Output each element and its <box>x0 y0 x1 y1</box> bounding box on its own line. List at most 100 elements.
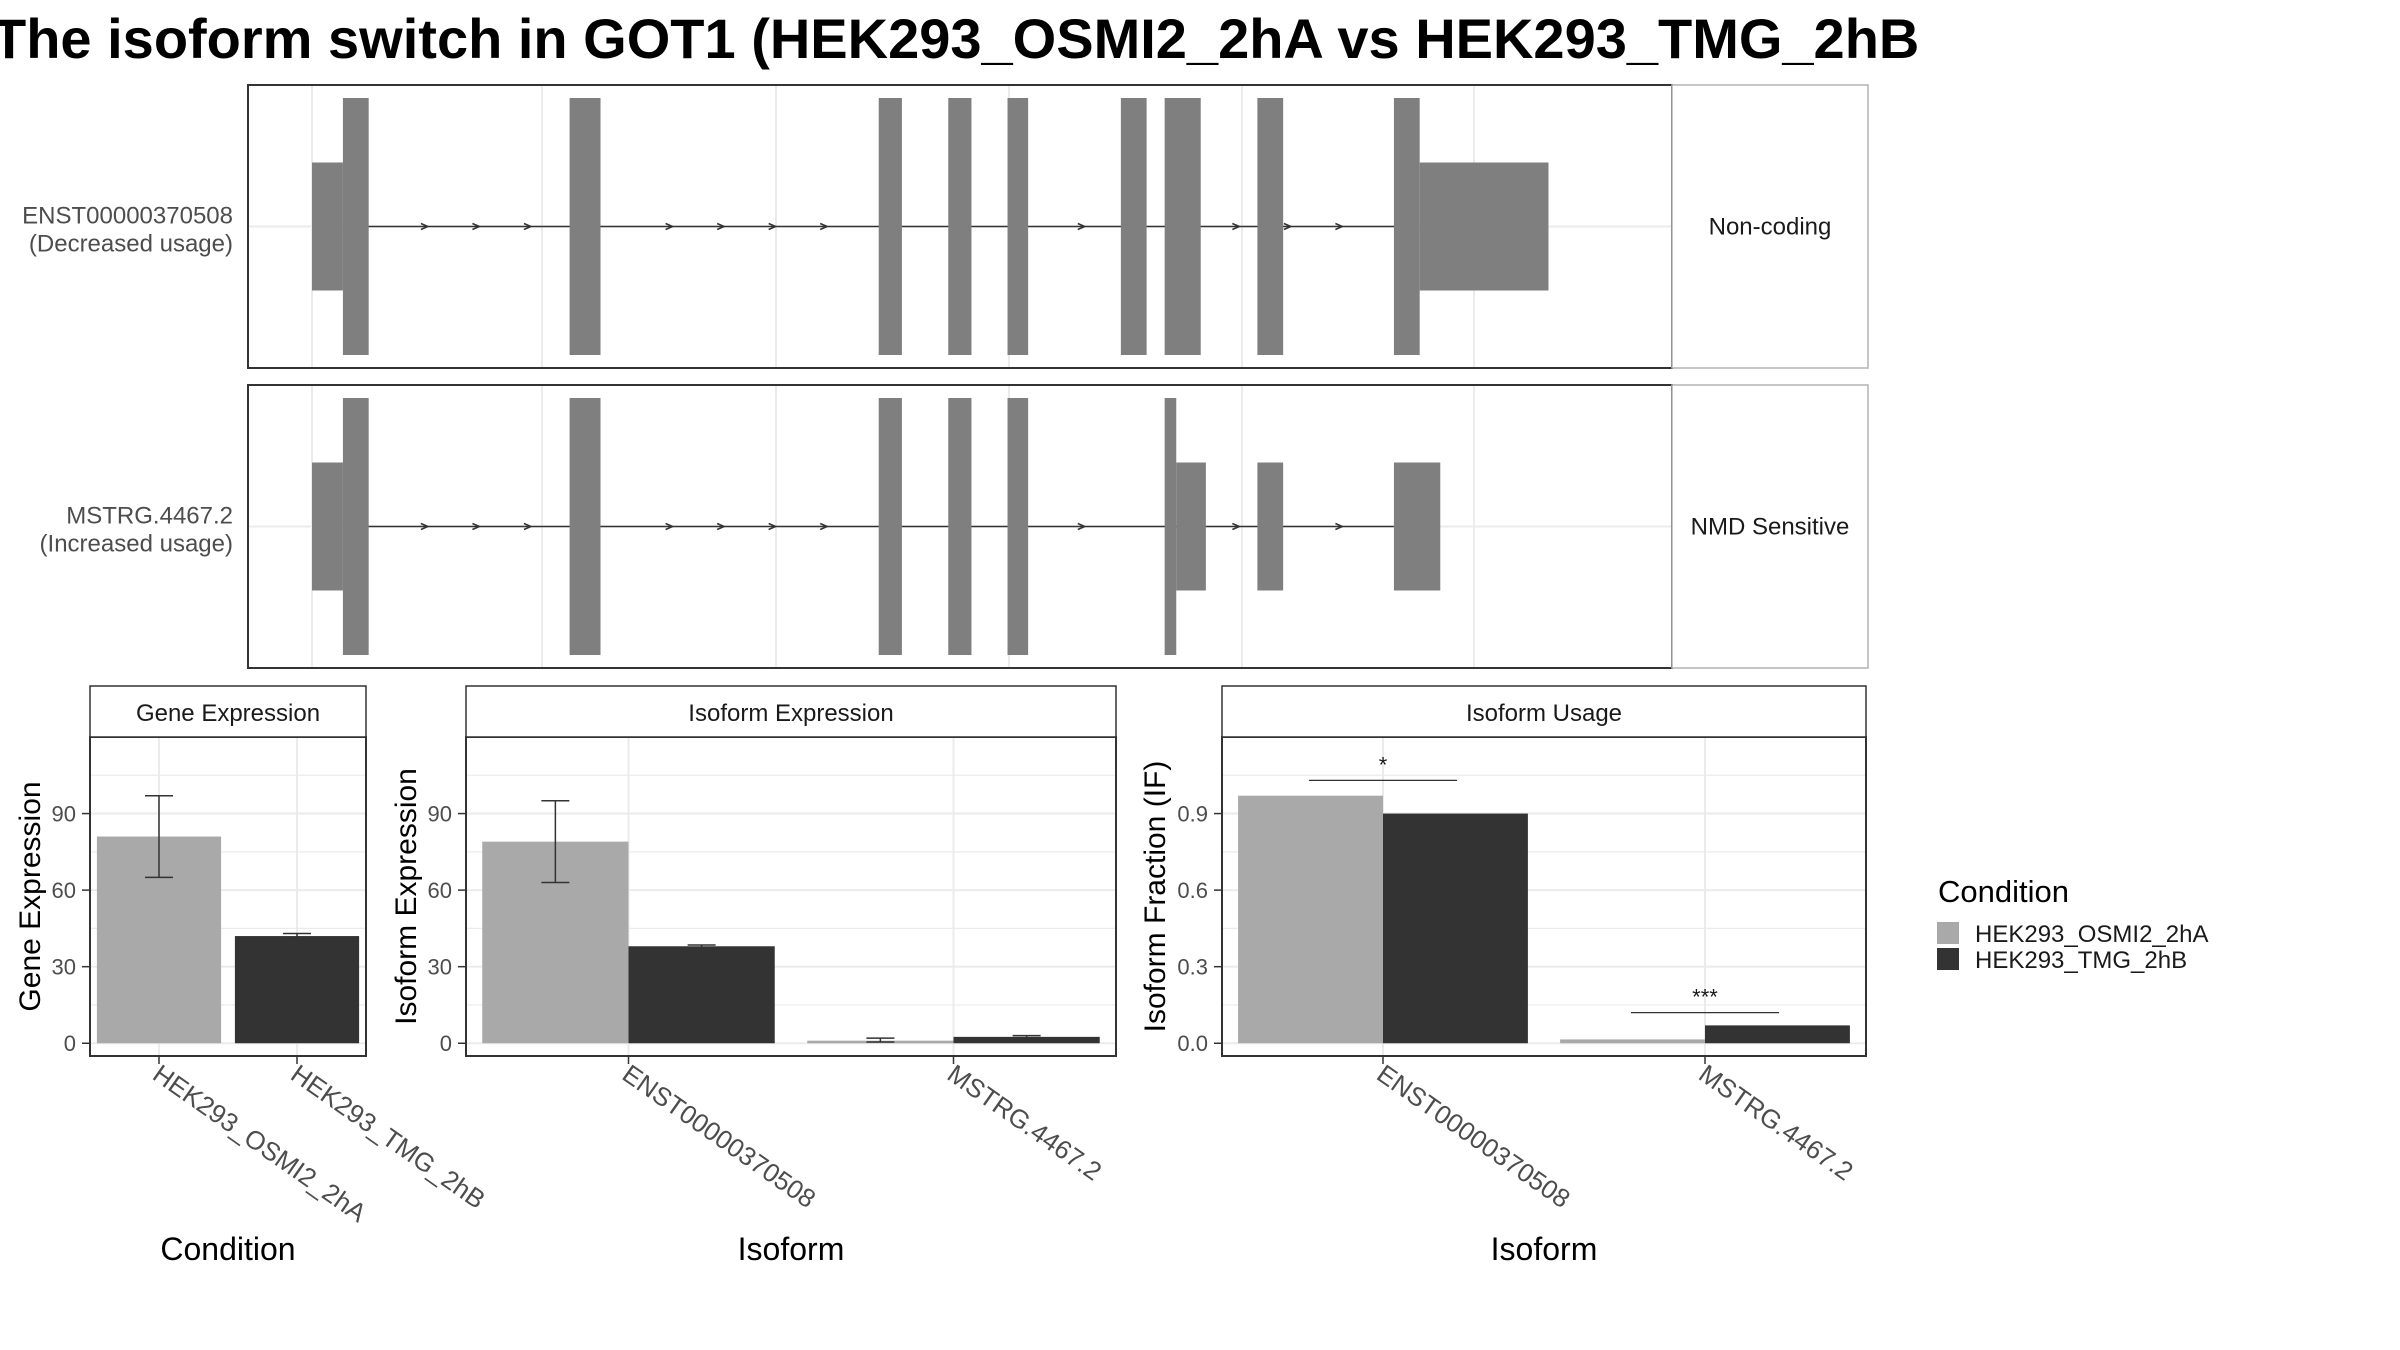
intron-direction-arrow <box>716 522 727 531</box>
intron-direction-arrow <box>716 222 727 231</box>
x-tick-label: ENST00000370508 <box>617 1058 821 1214</box>
y-tick-label: 30 <box>52 955 76 980</box>
category-strip <box>1671 84 1869 369</box>
exon-block <box>569 98 601 355</box>
transcript-id-label: MSTRG.4467.2 <box>66 503 233 530</box>
noncoding-exon-block <box>1176 462 1206 591</box>
panel-strip <box>89 685 367 738</box>
exon-block <box>1007 398 1029 655</box>
intron-direction-arrow <box>472 522 482 531</box>
panel-strip <box>1221 685 1867 738</box>
exon-block <box>948 398 972 655</box>
y-tick-label: 0.3 <box>1177 955 1208 980</box>
intron-direction-arrow <box>768 222 778 231</box>
bar <box>1383 813 1528 1044</box>
exon-block <box>878 98 902 355</box>
transcript-usage-label: (Decreased usage) <box>29 231 233 258</box>
y-tick-label: 60 <box>52 878 76 903</box>
y-tick-label: 0 <box>64 1031 76 1056</box>
exon-block <box>1257 98 1284 355</box>
bar <box>1705 1025 1850 1044</box>
y-tick-label: 0.6 <box>1177 878 1208 903</box>
intron-direction-arrow <box>665 522 675 531</box>
panel-title: Gene Expression <box>136 700 320 727</box>
figure-title: The isoform switch in GOT1 (HEK293_OSMI2… <box>0 7 1919 70</box>
noncoding-exon-block <box>1393 462 1441 591</box>
exon-block <box>948 98 972 355</box>
intron-direction-arrow <box>523 522 533 531</box>
x-axis-title: Isoform <box>738 1231 845 1267</box>
exon-block <box>878 398 902 655</box>
category-strip <box>1671 384 1869 669</box>
y-axis-title: Gene Expression <box>14 781 47 1011</box>
exon-block <box>342 98 369 355</box>
y-tick-label: 90 <box>52 802 76 827</box>
exon-block <box>1007 98 1029 355</box>
legend-swatch <box>1937 922 1959 944</box>
transcript-id-label: ENST00000370508 <box>22 203 233 230</box>
bar <box>1238 795 1383 1044</box>
intron-direction-arrow <box>1283 222 1293 231</box>
exon-block <box>1120 98 1147 355</box>
noncoding-exon-block <box>1257 462 1284 591</box>
y-tick-label: 30 <box>428 955 452 980</box>
x-tick-label: MSTRG.4467.2 <box>942 1058 1107 1186</box>
intron-direction-arrow <box>819 522 830 531</box>
intron-direction-arrow <box>819 222 830 231</box>
intron-direction-arrow <box>472 222 482 231</box>
y-tick-label: 0.9 <box>1177 802 1208 827</box>
significance-marker: *** <box>1692 985 1718 1010</box>
transcript-panel-1: NMD Sensitive MSTRG.4467.2(Increased usag… <box>40 384 1869 669</box>
y-tick-label: 90 <box>428 802 452 827</box>
panel-title: Isoform Usage <box>1466 700 1622 727</box>
bar <box>953 1036 1100 1044</box>
intron-direction-arrow <box>1232 522 1242 531</box>
y-tick-label: 60 <box>428 878 452 903</box>
utr-block <box>312 462 343 591</box>
intron-direction-arrow <box>665 222 675 231</box>
bar <box>628 946 775 1044</box>
significance-marker: * <box>1379 752 1388 777</box>
y-axis-title: Isoform Fraction (IF) <box>1139 761 1172 1033</box>
transcript-category-label: Non-coding <box>1709 214 1832 241</box>
exon-block <box>569 398 601 655</box>
panel-strip <box>465 685 1117 738</box>
legend-label: HEK293_TMG_2hB <box>1975 947 2187 974</box>
legend-label: HEK293_OSMI2_2hA <box>1975 921 2208 948</box>
x-axis-title: Condition <box>160 1231 295 1267</box>
intron-direction-arrow <box>1077 522 1087 531</box>
transcript-panel-0: Non-coding ENST00000370508(Decreased usag… <box>22 84 1869 369</box>
intron-direction-arrow <box>420 222 430 231</box>
utr-block <box>312 162 343 291</box>
intron-direction-arrow <box>768 522 778 531</box>
y-axis-title: Isoform Expression <box>390 768 423 1025</box>
intron-direction-arrow <box>1335 222 1345 231</box>
x-tick-label: MSTRG.4467.2 <box>1694 1058 1859 1186</box>
bar <box>1560 1039 1705 1044</box>
x-tick-label: ENST00000370508 <box>1372 1058 1576 1214</box>
bar-panel-2: ****Isoform Usage0.00.30.60.9ENST0000037… <box>1139 685 1867 1267</box>
transcript-usage-label: (Increased usage) <box>40 531 233 558</box>
panel-title: Isoform Expression <box>688 700 893 727</box>
legend-swatch <box>1937 948 1959 970</box>
exon-block <box>1393 98 1420 355</box>
intron-direction-arrow <box>420 522 430 531</box>
bar-panel-1: Isoform Expression 0 30 60 90 ENST00000370508… <box>390 685 1117 1267</box>
y-tick-label: 0 <box>440 1031 452 1056</box>
transcript-category-label: NMD Sensitive <box>1691 514 1850 541</box>
x-axis-title: Isoform <box>1491 1231 1598 1267</box>
intron-direction-arrow <box>1232 222 1242 231</box>
intron-direction-arrow <box>1335 522 1345 531</box>
y-tick-label: 0.0 <box>1177 1031 1208 1056</box>
exon-block <box>342 398 369 655</box>
exon-block <box>1164 98 1201 355</box>
exon-block <box>1164 398 1177 655</box>
transcript-structure-panels: Non-coding ENST00000370508(Decreased usag… <box>22 84 1869 669</box>
utr-block <box>1419 162 1549 291</box>
bar <box>234 936 360 1044</box>
intron-direction-arrow <box>1077 222 1087 231</box>
legend-title: Condition <box>1938 874 2069 909</box>
bar-chart-panels: Gene Expression0306090HEK293_OSMI2_2hAHE… <box>14 685 1867 1267</box>
